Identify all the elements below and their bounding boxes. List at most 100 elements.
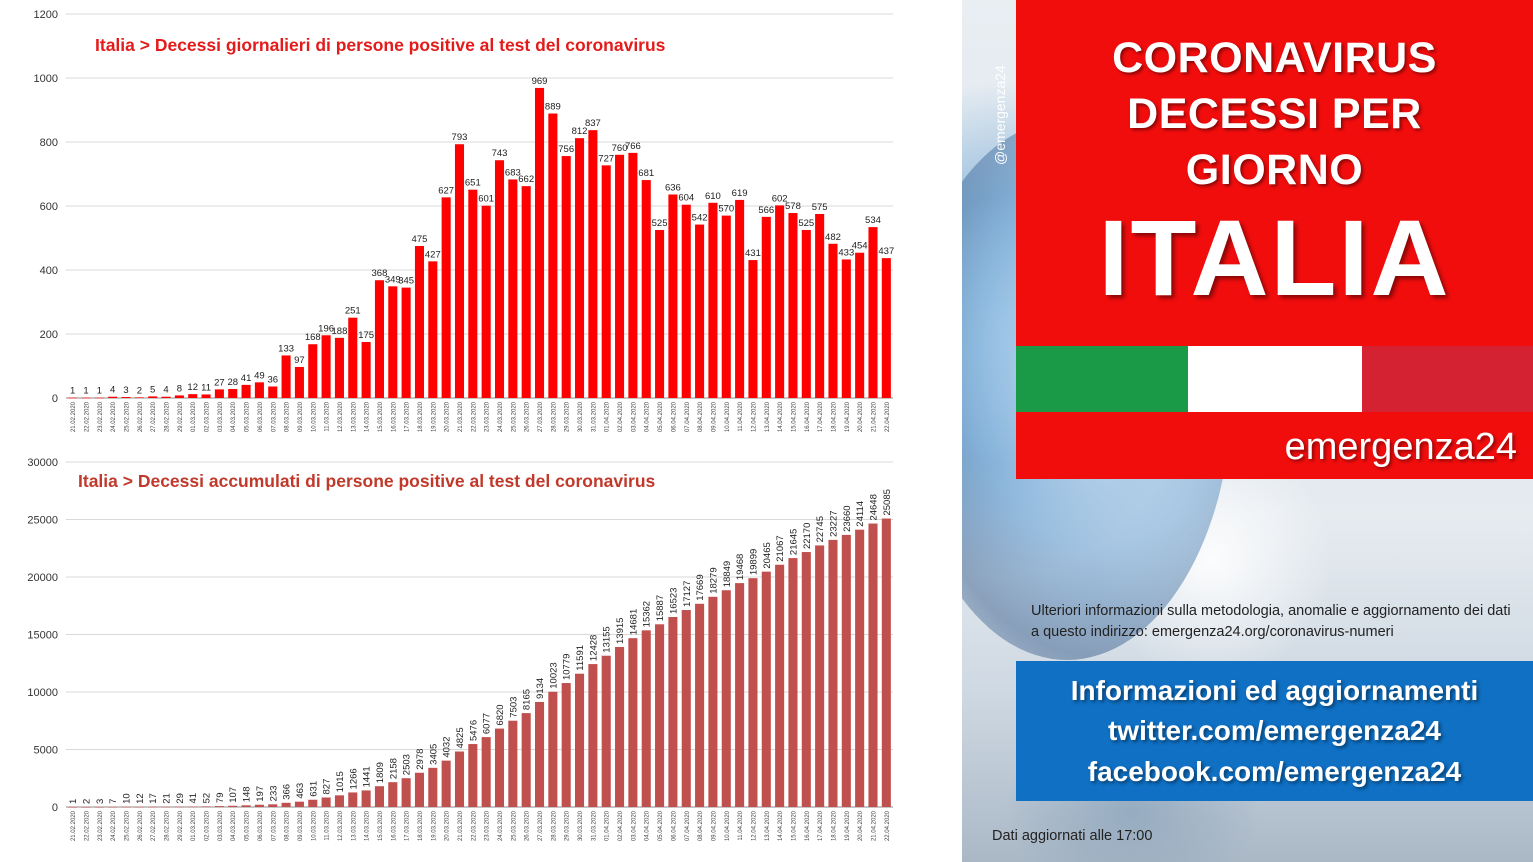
x-tick-label: 04.04.2020 xyxy=(645,401,651,432)
y-tick-label: 10000 xyxy=(27,687,58,699)
data-label: 10023 xyxy=(548,662,559,688)
bar xyxy=(561,156,571,398)
bar xyxy=(321,335,331,398)
bar xyxy=(81,397,91,399)
x-tick-label: 18.04.2020 xyxy=(831,401,837,432)
bar xyxy=(321,797,331,807)
data-label: 188 xyxy=(332,326,348,337)
bar xyxy=(601,655,611,807)
data-label: 168 xyxy=(305,332,321,343)
x-tick-label: 27.02.2020 xyxy=(151,401,157,432)
facebook-link[interactable]: facebook.com/emergenza24 xyxy=(1087,756,1462,787)
data-label: 41 xyxy=(188,793,199,804)
y-tick-label: 15000 xyxy=(27,630,58,642)
data-label: 427 xyxy=(425,249,441,260)
data-label: 21067 xyxy=(775,535,786,561)
x-tick-label: 23.03.2020 xyxy=(485,810,491,841)
bar xyxy=(441,760,451,807)
bar xyxy=(281,802,291,807)
data-label: 7 xyxy=(108,799,119,804)
twitter-link[interactable]: twitter.com/emergenza24 xyxy=(1107,715,1442,746)
data-label: 23660 xyxy=(842,505,853,531)
x-tick-label: 06.03.2020 xyxy=(258,401,264,432)
x-tick-label: 16.03.2020 xyxy=(391,401,397,432)
bar xyxy=(241,805,251,807)
x-tick-label: 18.04.2020 xyxy=(831,810,837,841)
data-label: 14681 xyxy=(628,609,639,635)
bar xyxy=(334,795,344,807)
data-label: 175 xyxy=(358,330,374,341)
bar xyxy=(615,154,625,398)
x-tick-label: 23.03.2020 xyxy=(485,401,491,432)
data-label: 25085 xyxy=(882,489,893,515)
data-label: 827 xyxy=(322,779,333,795)
x-tick-label: 26.03.2020 xyxy=(525,810,531,841)
bar xyxy=(881,258,891,398)
x-tick-label: 22.04.2020 xyxy=(885,401,891,432)
x-tick-label: 10.04.2020 xyxy=(725,401,731,432)
data-label: 345 xyxy=(398,276,414,287)
x-tick-label: 02.04.2020 xyxy=(618,401,624,432)
data-label: 12 xyxy=(187,382,198,393)
data-label: 2503 xyxy=(402,754,413,775)
bar xyxy=(468,744,478,807)
data-label: 463 xyxy=(295,783,306,799)
data-label: 969 xyxy=(532,76,548,87)
x-tick-label: 01.03.2020 xyxy=(191,810,197,841)
bar xyxy=(868,523,878,807)
data-label: 8 xyxy=(177,383,182,394)
bar xyxy=(201,806,211,808)
x-tick-label: 20.04.2020 xyxy=(858,810,864,841)
bar xyxy=(855,529,865,807)
bar xyxy=(788,213,798,398)
data-label: 28 xyxy=(227,377,238,388)
data-label: 727 xyxy=(598,153,614,164)
x-tick-label: 04.03.2020 xyxy=(231,401,237,432)
data-label: 368 xyxy=(372,268,388,279)
x-tick-label: 01.04.2020 xyxy=(605,810,611,841)
bar xyxy=(468,189,478,398)
x-tick-label: 09.03.2020 xyxy=(298,401,304,432)
data-label: 1266 xyxy=(348,768,359,789)
charts-area: 0 200 400 600 800 1000 1200 Italia > Decessi gi… xyxy=(27,9,895,842)
x-tick-label: 13.04.2020 xyxy=(765,810,771,841)
y-tick-label: 1200 xyxy=(34,9,58,21)
bar xyxy=(721,215,731,398)
x-tick-label: 03.03.2020 xyxy=(218,401,224,432)
bar xyxy=(828,243,838,398)
data-label: 475 xyxy=(412,234,428,245)
data-label: 52 xyxy=(202,793,213,804)
y-tick-label: 25000 xyxy=(27,515,58,527)
methodology-note: Ulteriori informazioni sulla metodologia… xyxy=(1031,603,1511,640)
data-label: 4825 xyxy=(455,727,466,748)
right-panel: @emergenza24 CORONAVIRUS DECESSI PER GIO… xyxy=(962,0,1533,862)
data-label: 17 xyxy=(148,793,159,804)
bar xyxy=(761,216,771,398)
x-tick-label: 21.02.2020 xyxy=(71,810,77,841)
x-tick-label: 22.04.2020 xyxy=(885,810,891,841)
bar xyxy=(855,252,865,398)
x-tick-label: 10.03.2020 xyxy=(311,810,317,841)
bar xyxy=(481,205,491,398)
data-label: 8165 xyxy=(522,689,533,710)
bar xyxy=(414,246,425,398)
bar xyxy=(695,603,705,807)
x-tick-label: 05.03.2020 xyxy=(245,401,251,432)
data-label: 2978 xyxy=(415,749,426,770)
bar xyxy=(308,799,318,807)
x-tick-label: 11.03.2020 xyxy=(325,810,331,840)
bar xyxy=(695,224,705,398)
x-tick-label: 05.03.2020 xyxy=(245,810,251,841)
x-tick-label: 05.04.2020 xyxy=(658,810,664,841)
data-label: 79 xyxy=(215,793,226,804)
bar xyxy=(735,199,745,398)
bar xyxy=(161,396,171,398)
bar xyxy=(161,806,171,808)
x-tick-label: 26.02.2020 xyxy=(138,401,144,432)
title-box: CORONAVIRUS DECESSI PER GIORNO ITALIA xyxy=(1016,0,1533,346)
y-tick-label: 200 xyxy=(40,329,58,341)
x-tick-label: 29.02.2020 xyxy=(178,810,184,841)
bar xyxy=(841,259,851,398)
flag-red-stripe xyxy=(1362,346,1533,412)
x-tick-label: 11.04.2020 xyxy=(738,810,744,840)
